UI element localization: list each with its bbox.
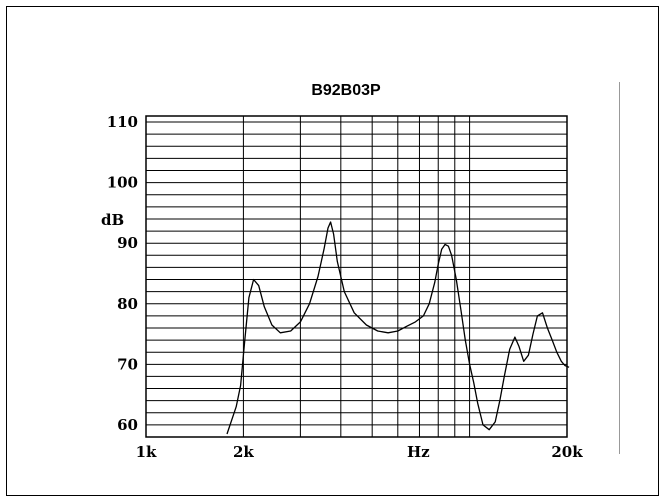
x-axis-label: Hz: [407, 443, 430, 461]
right-divider-line: [619, 82, 620, 454]
y-tick-label: 60: [117, 416, 138, 434]
y-tick-label: 80: [117, 295, 138, 313]
y-tick-label: 90: [117, 234, 138, 252]
series: [226, 221, 570, 435]
y-tick-labels: 110 100 90 80 70 60: [107, 113, 138, 434]
figure-frame: [6, 6, 659, 496]
chart-title: B92B03P: [311, 82, 381, 99]
x-tick-label: 20k: [551, 443, 583, 461]
x-tick-labels: 1k 2k 20k: [136, 443, 584, 461]
response-curve: [226, 221, 570, 435]
y-tick-label: 110: [107, 113, 138, 131]
y-axis-label: dB: [101, 211, 124, 229]
plot-area-border: [145, 115, 568, 438]
y-tick-label: 70: [117, 355, 138, 373]
y-tick-label: 100: [107, 174, 138, 192]
x-tick-label: 2k: [233, 443, 254, 461]
grid: [146, 116, 567, 438]
x-tick-label: 1k: [136, 443, 157, 461]
